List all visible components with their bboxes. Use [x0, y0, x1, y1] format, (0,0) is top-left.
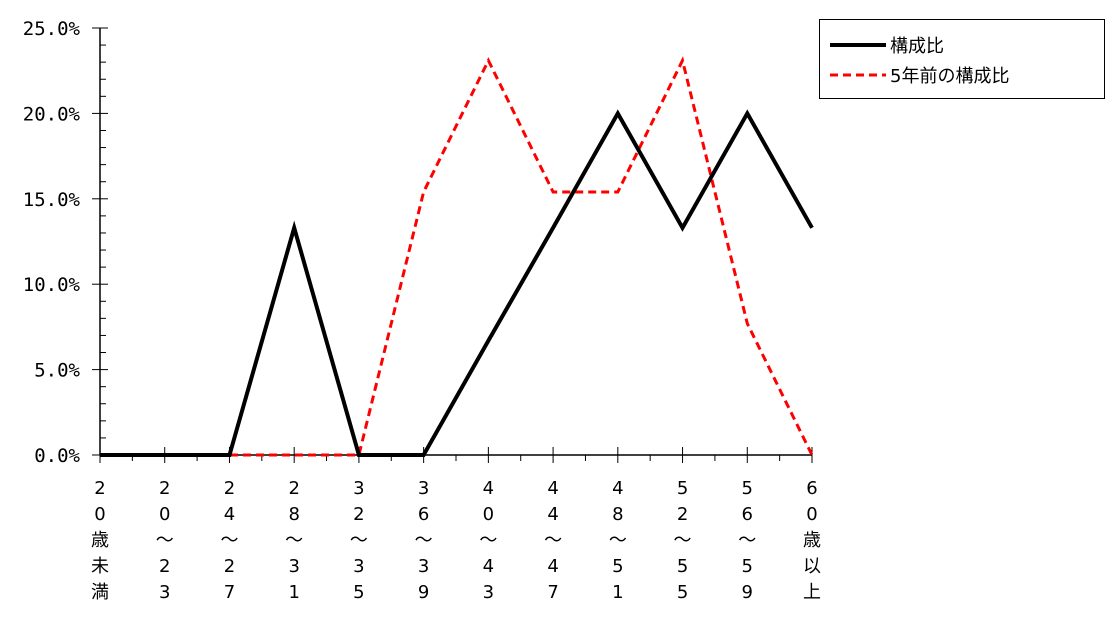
x-category-char: 3 — [483, 582, 494, 603]
x-category-char: 歳 — [91, 530, 109, 551]
y-tick-label: 0.0% — [34, 445, 80, 467]
y-axis-tick-labels: 0.0% 5.0% 10.0% 15.0% 20.0% 25.0% — [23, 18, 81, 467]
x-category-label: 2 4 〜 2 7 — [220, 478, 238, 603]
x-category-char: 1 — [288, 582, 299, 603]
x-category-char: 3 — [288, 556, 299, 577]
x-category-char: 6 — [742, 504, 753, 525]
x-category-char: 7 — [224, 582, 235, 603]
x-category-char: 〜 — [674, 530, 692, 551]
x-category-label: 6 0 歳以上 — [803, 478, 821, 603]
x-category-char: 2 — [159, 556, 170, 577]
chart-legend: 構成比 5年前の構成比 — [819, 19, 1105, 99]
x-category-char: 2 — [224, 556, 235, 577]
x-category-char: 2 — [159, 478, 170, 499]
x-category-label: 4 0 〜 4 3 — [479, 478, 497, 603]
x-category-char: 〜 — [220, 530, 238, 551]
x-category-char: 0 — [483, 504, 494, 525]
x-category-char: 2 — [224, 478, 235, 499]
x-category-char: 4 — [483, 556, 494, 577]
x-category-label: 2 0 歳未満 — [91, 478, 109, 603]
x-category-char: 5 — [677, 556, 688, 577]
x-category-char: 未 — [91, 556, 109, 577]
x-category-char: 1 — [612, 582, 623, 603]
x-category-char: 3 — [418, 556, 429, 577]
x-category-char: 0 — [94, 504, 105, 525]
x-category-label: 4 8 〜 5 1 — [609, 478, 627, 603]
chart-axes — [92, 27, 813, 463]
x-category-label: 3 6 〜 3 9 — [415, 478, 433, 603]
x-category-char: 3 — [353, 556, 364, 577]
x-category-char: 5 — [677, 582, 688, 603]
x-category-label: 5 2 〜 5 5 — [674, 478, 692, 603]
legend-item-0: 構成比 — [830, 30, 944, 60]
x-category-char: 6 — [806, 478, 817, 499]
x-category-label: 3 2 〜 3 5 — [350, 478, 368, 603]
x-category-char: 9 — [742, 582, 753, 603]
x-category-char: 3 — [418, 478, 429, 499]
x-category-char: 5 — [742, 478, 753, 499]
x-category-char: 4 — [483, 478, 494, 499]
x-category-char: 4 — [612, 478, 623, 499]
x-category-char: 0 — [159, 504, 170, 525]
x-category-char: 0 — [806, 504, 817, 525]
x-category-char: 2 — [677, 504, 688, 525]
x-category-char: 2 — [288, 478, 299, 499]
series-line-0 — [100, 109, 814, 457]
x-category-char: 〜 — [479, 530, 497, 551]
x-category-char: 4 — [224, 504, 235, 525]
y-tick-label: 5.0% — [34, 360, 80, 382]
x-category-char: 4 — [547, 556, 558, 577]
x-category-char: 上 — [803, 582, 821, 603]
x-category-char: 〜 — [609, 530, 627, 551]
legend-swatch-0 — [830, 43, 886, 47]
x-category-label: 4 4 〜 4 7 — [544, 478, 562, 603]
x-category-char: 〜 — [350, 530, 368, 551]
x-category-char: 8 — [612, 504, 623, 525]
legend-label-1: 5年前の構成比 — [890, 66, 1010, 87]
x-category-char: 3 — [353, 478, 364, 499]
x-category-char: 6 — [418, 504, 429, 525]
y-tick-label: 15.0% — [23, 189, 81, 211]
x-category-char: 〜 — [738, 530, 756, 551]
x-category-char: 9 — [418, 582, 429, 603]
x-category-char: 以 — [803, 556, 821, 577]
legend-swatch-1 — [830, 73, 886, 77]
x-category-char: 5 — [677, 478, 688, 499]
legend-label-0: 構成比 — [890, 36, 944, 57]
x-category-char: 3 — [159, 582, 170, 603]
x-axis-category-labels: 20歳未満20〜2324〜2728〜3132〜3536〜3940〜4344〜47… — [91, 478, 821, 603]
x-category-char: 2 — [353, 504, 364, 525]
x-category-char: 5 — [353, 582, 364, 603]
x-category-char: 8 — [288, 504, 299, 525]
y-tick-label: 20.0% — [23, 103, 81, 125]
x-category-char: 〜 — [156, 530, 174, 551]
x-category-char: 2 — [94, 478, 105, 499]
x-category-char: 7 — [547, 582, 558, 603]
series-lines — [99, 56, 814, 457]
x-category-char: 〜 — [544, 530, 562, 551]
x-category-char: 5 — [612, 556, 623, 577]
x-category-label: 2 0 〜 2 3 — [156, 478, 174, 603]
x-category-label: 2 8 〜 3 1 — [285, 478, 303, 603]
x-category-char: 4 — [547, 478, 558, 499]
x-category-label: 5 6 〜 5 9 — [738, 478, 756, 603]
x-category-char: 満 — [91, 582, 109, 603]
x-category-char: 4 — [547, 504, 558, 525]
x-category-char: 〜 — [285, 530, 303, 551]
x-category-char: 〜 — [415, 530, 433, 551]
legend-item-1: 5年前の構成比 — [830, 60, 1009, 90]
y-tick-label: 25.0% — [23, 18, 81, 40]
x-category-char: 歳 — [803, 530, 821, 551]
x-category-char: 5 — [742, 556, 753, 577]
y-tick-label: 10.0% — [23, 274, 81, 296]
